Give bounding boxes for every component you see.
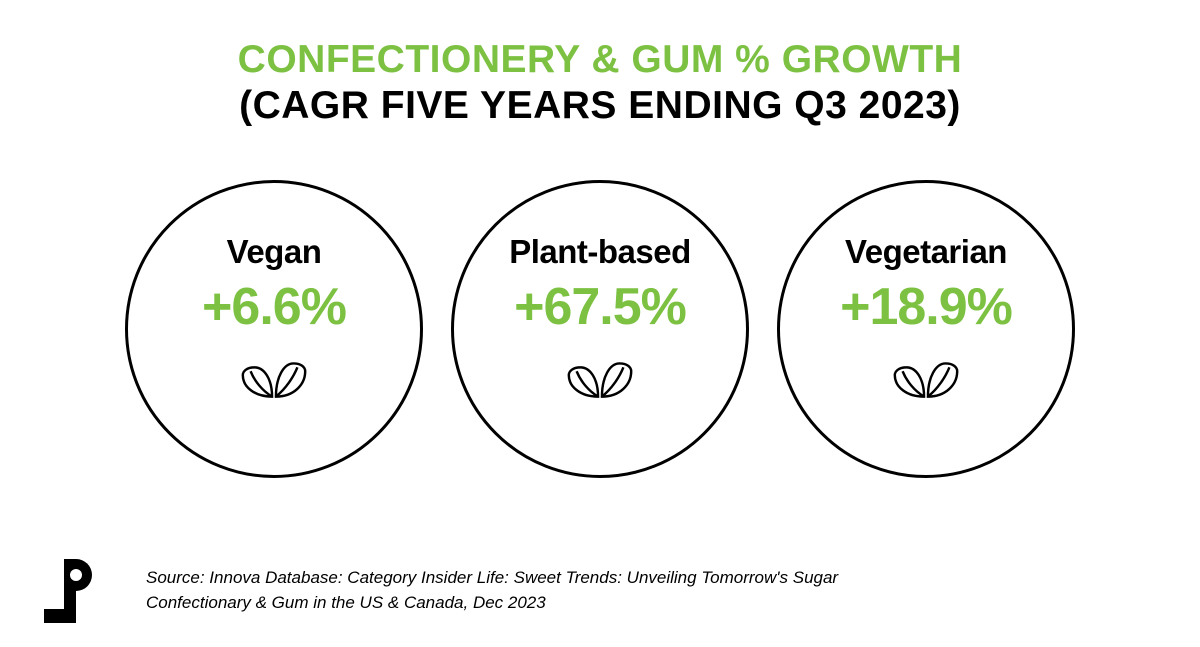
source-text: Source: Innova Database: Category Inside… xyxy=(146,566,926,615)
circles-row: Vegan +6.6% Plant-based +67.5% Vegetaria… xyxy=(0,180,1200,478)
brand-logo-icon xyxy=(44,559,92,623)
stat-circle-vegan: Vegan +6.6% xyxy=(125,180,423,478)
stat-circle-plant-based: Plant-based +67.5% xyxy=(451,180,749,478)
circle-label: Vegetarian xyxy=(845,233,1007,271)
leaf-icon xyxy=(887,357,965,405)
circle-value: +18.9% xyxy=(840,277,1012,337)
leaf-icon xyxy=(235,357,313,405)
stat-circle-vegetarian: Vegetarian +18.9% xyxy=(777,180,1075,478)
title-line-1: CONFECTIONERY & GUM % GROWTH xyxy=(0,38,1200,82)
circle-value: +67.5% xyxy=(514,277,686,337)
header: CONFECTIONERY & GUM % GROWTH (CAGR FIVE … xyxy=(0,0,1200,128)
leaf-icon xyxy=(561,357,639,405)
circle-label: Plant-based xyxy=(509,233,691,271)
footer: Source: Innova Database: Category Inside… xyxy=(44,559,926,623)
title-line-2: (CAGR FIVE YEARS ENDING Q3 2023) xyxy=(0,84,1200,128)
circle-value: +6.6% xyxy=(202,277,346,337)
circle-label: Vegan xyxy=(227,233,322,271)
